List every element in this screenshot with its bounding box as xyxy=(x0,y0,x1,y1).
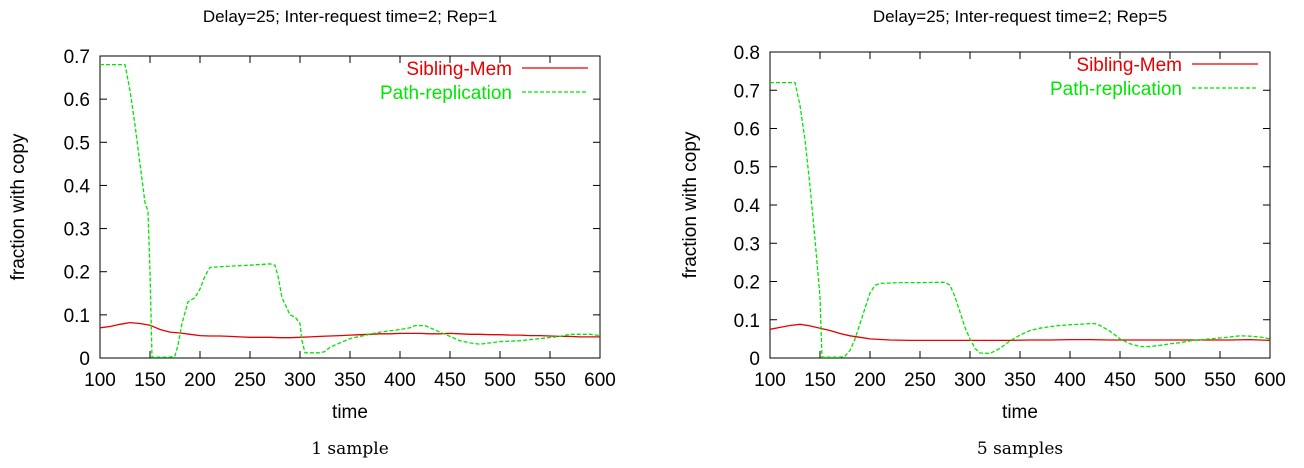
y-tick-label: 0.7 xyxy=(734,81,760,102)
x-axis-label: time xyxy=(332,402,368,423)
y-axis-label: fraction with copy xyxy=(680,131,701,278)
x-tick-label: 600 xyxy=(584,370,616,391)
x-tick-label: 350 xyxy=(1004,370,1036,391)
series-line-sibling-mem xyxy=(99,321,600,339)
y-tick-label: 0.3 xyxy=(734,234,760,255)
y-tick-label: 0.5 xyxy=(64,133,90,154)
x-tick-label: 300 xyxy=(954,370,986,391)
y-tick-label: 0.6 xyxy=(64,90,90,111)
x-tick-label: 500 xyxy=(1154,370,1186,391)
x-tick-label: 250 xyxy=(904,370,936,391)
x-tick-label: 500 xyxy=(484,370,516,391)
x-tick-label: 100 xyxy=(754,370,786,391)
x-tick-label: 300 xyxy=(284,370,316,391)
legend-label: Sibling-Mem xyxy=(1076,55,1182,76)
y-tick-label: 0 xyxy=(79,349,90,370)
x-tick-label: 400 xyxy=(384,370,416,391)
plot-frame xyxy=(769,51,1271,359)
x-tick-label: 400 xyxy=(1054,370,1086,391)
legend-label: Sibling-Mem xyxy=(406,59,512,80)
x-tick-label: 550 xyxy=(534,370,566,391)
series-line-sibling-mem xyxy=(769,323,1271,342)
chart-caption: 1 sample xyxy=(311,439,389,459)
series-line-path-replication xyxy=(100,63,601,358)
chart-caption: 5 samples xyxy=(977,439,1063,459)
y-tick-label: 0.3 xyxy=(64,220,90,241)
series-line-path-replication xyxy=(770,81,1271,358)
x-tick-label: 600 xyxy=(1254,370,1286,391)
y-tick-label: 0.4 xyxy=(734,196,761,217)
x-tick-label: 550 xyxy=(1204,370,1236,391)
y-tick-label: 0.7 xyxy=(64,47,90,68)
x-tick-label: 100 xyxy=(84,370,116,391)
plot-frame xyxy=(99,55,601,359)
y-tick-label: 0.5 xyxy=(734,158,760,179)
x-tick-label: 250 xyxy=(234,370,266,391)
x-tick-label: 450 xyxy=(1104,370,1136,391)
y-axis-label: fraction with copy xyxy=(8,133,29,280)
y-tick-label: 0.2 xyxy=(734,273,760,294)
legend-label: Path-replication xyxy=(380,83,512,104)
y-tick-label: 0.2 xyxy=(64,263,90,284)
x-tick-label: 450 xyxy=(434,370,466,391)
chart-title: Delay=25; Inter-request time=2; Rep=5 xyxy=(873,7,1167,26)
x-tick-label: 150 xyxy=(134,370,166,391)
y-tick-label: 0.8 xyxy=(734,43,760,64)
x-tick-label: 350 xyxy=(334,370,366,391)
y-tick-label: 0.4 xyxy=(64,176,91,197)
x-tick-label: 200 xyxy=(854,370,886,391)
x-axis-label: time xyxy=(1002,402,1038,423)
y-tick-label: 0.1 xyxy=(64,306,90,327)
x-tick-label: 150 xyxy=(804,370,836,391)
y-tick-label: 0 xyxy=(749,349,760,370)
chart-title: Delay=25; Inter-request time=2; Rep=1 xyxy=(203,7,497,26)
x-tick-label: 200 xyxy=(184,370,216,391)
legend-label: Path-replication xyxy=(1050,79,1182,100)
y-tick-label: 0.6 xyxy=(734,120,760,141)
y-tick-label: 0.1 xyxy=(734,311,760,332)
